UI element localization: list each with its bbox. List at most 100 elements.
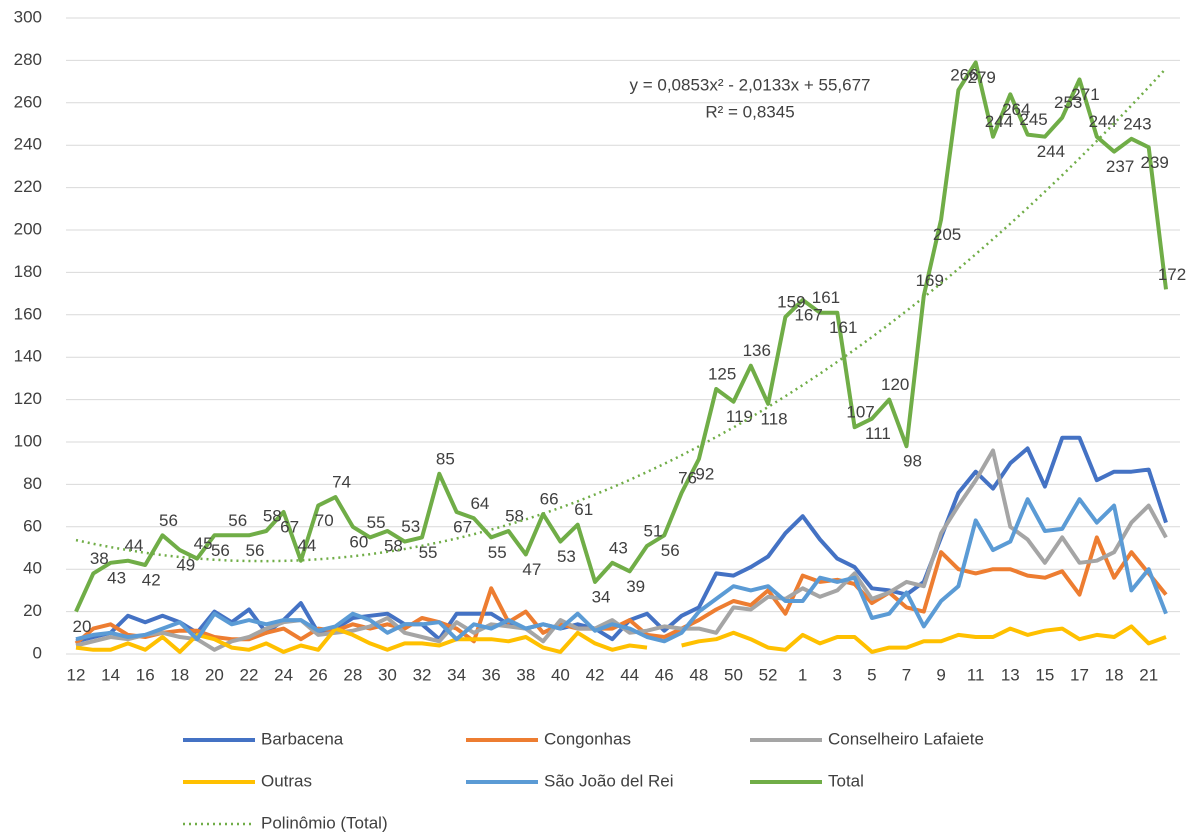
data-label: 44	[297, 536, 316, 555]
trend-equation: y = 0,0853x² - 2,0133x + 55,677	[629, 75, 870, 94]
x-tick-label: 21	[1139, 665, 1158, 684]
data-label: 253	[1054, 93, 1082, 112]
data-label: 47	[522, 560, 541, 579]
x-tick-label: 30	[378, 665, 397, 684]
series-line	[75, 497, 1168, 644]
data-label: 120	[881, 375, 909, 394]
data-label: 43	[609, 538, 628, 557]
legend-label: Conselheiro Lafaiete	[828, 729, 984, 748]
data-label: 172	[1158, 265, 1186, 284]
x-tick-label: 13	[1001, 665, 1020, 684]
data-label: 49	[176, 556, 195, 575]
data-label: 38	[90, 549, 109, 568]
x-tick-label: 5	[867, 665, 876, 684]
legend-label: Barbacena	[261, 729, 344, 748]
data-label: 70	[315, 511, 334, 530]
data-label: 60	[349, 532, 368, 551]
data-label: 39	[626, 577, 645, 596]
x-tick-label: 34	[447, 665, 466, 684]
data-label: 61	[574, 500, 593, 519]
data-label: 244	[1037, 142, 1065, 161]
data-label: 279	[967, 68, 995, 87]
data-label: 111	[865, 424, 891, 443]
data-label: 56	[661, 541, 680, 560]
data-label: 264	[1002, 100, 1030, 119]
x-tick-label: 52	[759, 665, 778, 684]
y-tick-label: 100	[14, 431, 42, 450]
data-label: 159	[777, 292, 805, 311]
x-tick-label: 42	[586, 665, 605, 684]
y-tick-label: 300	[14, 7, 42, 26]
data-label: 67	[453, 517, 472, 536]
x-tick-label: 11	[967, 665, 985, 684]
y-tick-label: 140	[14, 347, 42, 366]
series-line	[75, 624, 1167, 654]
x-tick-label: 20	[205, 665, 224, 684]
x-tick-label: 17	[1070, 665, 1089, 684]
x-tick-label: 28	[343, 665, 362, 684]
x-tick-label: 22	[240, 665, 259, 684]
data-label: 58	[263, 507, 282, 526]
legend-label: Total	[828, 771, 864, 790]
data-label: 67	[280, 517, 299, 536]
data-label: 125	[708, 364, 736, 383]
y-tick-label: 60	[23, 516, 42, 535]
x-tick-label: 15	[1035, 665, 1054, 684]
y-tick-label: 260	[14, 92, 42, 111]
data-label: 205	[933, 225, 961, 244]
data-label: 55	[488, 543, 507, 562]
x-tick-label: 24	[274, 665, 293, 684]
y-tick-label: 240	[14, 135, 42, 154]
y-tick-label: 80	[23, 474, 42, 493]
data-label: 20	[73, 617, 92, 636]
x-tick-label: 9	[936, 665, 945, 684]
data-label: 245	[1019, 110, 1047, 129]
data-label: 64	[470, 494, 489, 513]
data-label: 56	[228, 511, 247, 530]
y-tick-label: 120	[14, 389, 42, 408]
data-label: 118	[761, 409, 788, 428]
data-label: 239	[1141, 153, 1169, 172]
x-tick-label: 18	[1105, 665, 1124, 684]
data-label: 56	[211, 541, 230, 560]
data-label: 161	[829, 318, 857, 337]
data-label: 45	[194, 534, 213, 553]
data-label: 243	[1123, 114, 1151, 133]
x-tick-label: 38	[516, 665, 535, 684]
y-tick-label: 280	[14, 50, 42, 69]
x-tick-label: 1	[798, 665, 807, 684]
data-label: 53	[401, 517, 420, 536]
data-label: 51	[643, 521, 662, 540]
data-label: 43	[107, 568, 126, 587]
x-tick-label: 3	[833, 665, 842, 684]
data-label: 237	[1106, 157, 1134, 176]
x-tick-label: 50	[724, 665, 743, 684]
data-label: 92	[695, 464, 714, 483]
x-tick-label: 40	[551, 665, 570, 684]
data-label: 74	[332, 473, 351, 492]
x-tick-label: 36	[482, 665, 501, 684]
legend-label: Congonhas	[544, 729, 631, 748]
data-label: 56	[246, 541, 265, 560]
y-tick-label: 160	[14, 304, 42, 323]
data-label: 55	[419, 543, 438, 562]
y-tick-label: 200	[14, 219, 42, 238]
data-label: 266	[950, 66, 978, 85]
data-label: 58	[505, 507, 524, 526]
series-line	[74, 60, 1168, 613]
data-label: 271	[1071, 85, 1099, 104]
data-label: 244	[1089, 112, 1117, 131]
x-tick-label: 14	[101, 665, 120, 684]
data-label: 56	[159, 511, 178, 530]
legend-label: Polinômio (Total)	[261, 813, 388, 832]
y-tick-label: 40	[23, 559, 42, 578]
x-tick-label: 44	[620, 665, 639, 684]
data-label: 85	[436, 449, 455, 468]
data-label: 169	[916, 271, 944, 290]
y-tick-label: 180	[14, 262, 42, 281]
y-tick-label: 20	[23, 601, 42, 620]
data-label: 167	[794, 305, 822, 324]
data-label: 44	[124, 536, 143, 555]
data-label: 53	[557, 547, 576, 566]
data-label: 34	[592, 587, 611, 606]
